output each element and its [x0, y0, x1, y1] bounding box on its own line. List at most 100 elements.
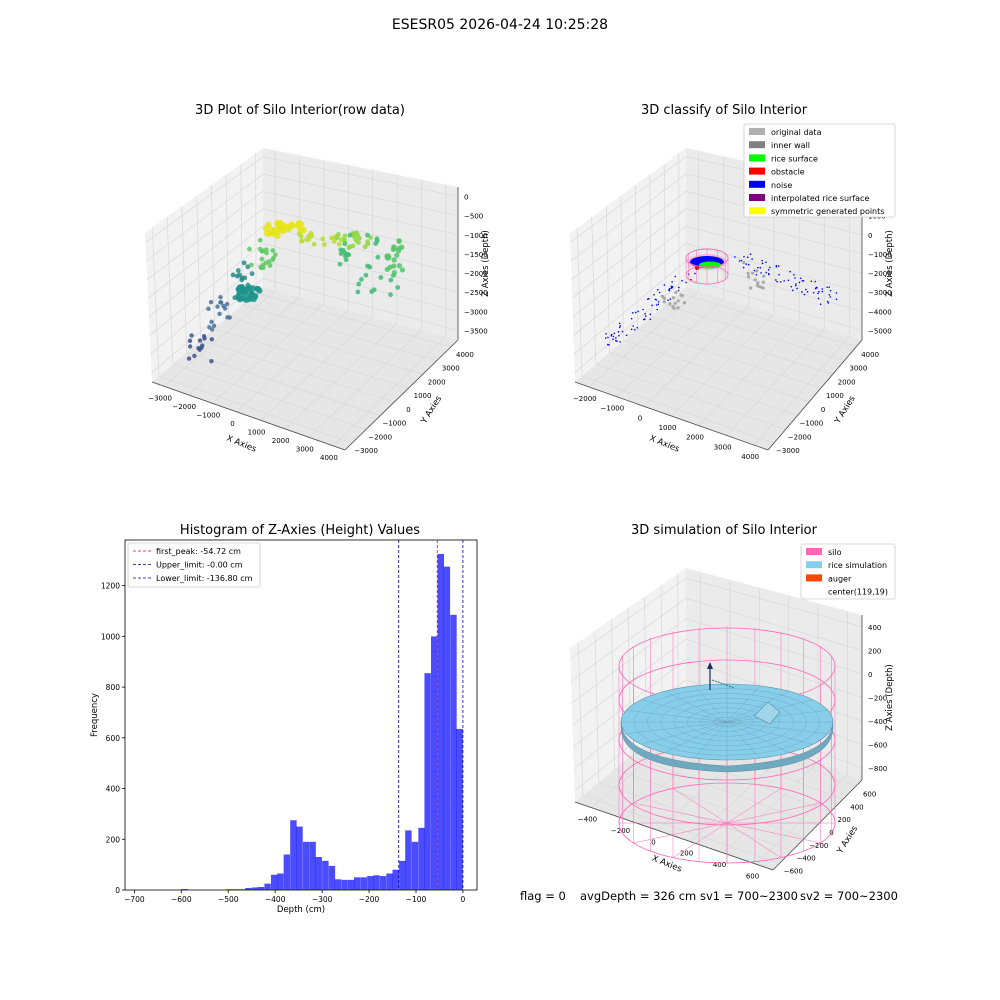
p2-noise-point	[668, 287, 671, 290]
p4-z-tick-label: 200	[868, 647, 881, 655]
p1-x-tick-label: 1000	[248, 428, 266, 436]
p2-noise-point	[618, 322, 621, 325]
p2-noise-point	[775, 264, 778, 267]
p1-grid-y	[255, 153, 452, 348]
p1-point-yellow-arc	[320, 236, 326, 242]
p2-legend-label: rice surface	[771, 154, 818, 163]
p1-point-low-mid	[206, 306, 211, 312]
p4-x-tick-label: 400	[713, 861, 726, 869]
p1-point-right-edge	[391, 257, 397, 263]
p1-point-green	[259, 248, 265, 254]
p1-point-yellow-arc	[306, 236, 312, 242]
p2-noise-point	[604, 337, 607, 339]
p2-legend-label: interpolated rice surface	[771, 194, 869, 203]
p1-grid-y	[181, 206, 381, 416]
p2-grid-x	[753, 184, 850, 446]
p2-noise-point	[821, 288, 824, 290]
p4-legend-swatch	[806, 548, 822, 555]
p2-noise-point	[657, 301, 660, 303]
p1-point-green	[270, 248, 276, 253]
p1-point-arc-right	[350, 243, 356, 249]
p3-histogram-bar	[424, 673, 431, 890]
p3-legend: first_peak: -54.72 cm Upper_limit: -0.00 …	[127, 542, 261, 588]
p4-grid-y	[611, 619, 805, 839]
p2-original-point	[680, 294, 684, 298]
p3-histogram-bar	[283, 854, 291, 890]
p3-histogram-bar	[443, 566, 451, 890]
p2-noise-point	[658, 291, 661, 294]
p3-histogram-bar	[347, 879, 355, 890]
p1-point-right-lower	[363, 272, 369, 278]
p2-noise-point	[801, 291, 803, 293]
p2-noise-point	[615, 339, 617, 342]
p3-histogram-bar	[257, 886, 265, 890]
p4-rice-mesh	[726, 721, 760, 759]
p1-x-tick-label: −3000	[148, 394, 172, 402]
p1-point-low-mid	[225, 315, 230, 320]
p1-point-low-mid	[224, 301, 230, 307]
p1-point-right-lower	[365, 263, 371, 269]
p1-grid-x	[308, 179, 422, 438]
p1-point-low-mid	[218, 300, 224, 305]
p2-noise-point	[801, 279, 803, 282]
p2-noise-point	[621, 330, 624, 333]
p1-point-right-lower	[369, 289, 375, 294]
p2-noise-point	[632, 325, 635, 327]
p2-noise-point	[779, 281, 782, 283]
p1-point-arc-right	[346, 245, 352, 251]
p2-noise-point	[636, 326, 639, 329]
p3-histogram-bar	[245, 887, 252, 890]
p2-noise-point	[630, 317, 633, 320]
p1-point-low	[209, 358, 214, 364]
p2-noise-point	[746, 256, 749, 259]
p2-original-point	[672, 306, 676, 311]
p2-original-point	[750, 271, 755, 275]
p1-point-right-edge	[394, 252, 400, 258]
p2-grid-z	[573, 243, 863, 336]
p4-rice-mesh	[726, 685, 760, 723]
p3-y-tick-label: 400	[106, 785, 121, 794]
p4-rice-mesh	[726, 721, 790, 753]
p2-noise-point	[635, 311, 637, 314]
p2-noise-point	[644, 318, 646, 320]
p1-point-arc-right	[356, 240, 361, 245]
p1-point-green	[272, 252, 278, 258]
p1-y-tick-label: 3000	[442, 365, 460, 373]
p1-z-tick-label: 0	[464, 194, 468, 202]
p1-y-tick-label: 4000	[456, 351, 474, 359]
p4-rice-mesh	[641, 699, 728, 723]
p2-legend-swatch	[749, 128, 765, 135]
p3-y-axis-label: Frequency	[90, 693, 100, 737]
p1-point-ramp	[249, 271, 255, 277]
p2-legend-label: symmetric generated points	[771, 207, 884, 216]
p4-rice-mesh	[626, 721, 728, 734]
p4-silo-floor-line	[726, 822, 782, 858]
p1-point-yellow-top	[273, 232, 281, 240]
p1-point-low-mid	[217, 311, 222, 317]
p4-z-tick-label: −200	[868, 695, 887, 703]
p2-noise-point	[775, 279, 777, 281]
p1-point-right-lower	[375, 254, 381, 260]
p2-noise-point	[663, 284, 666, 286]
p1-point-low	[186, 356, 192, 361]
p2-noise-point	[734, 256, 736, 258]
p1-point-green	[259, 256, 265, 262]
p1-grid-x	[260, 169, 374, 421]
p1-y-axis	[344, 339, 459, 451]
p2-noise-point	[608, 344, 610, 346]
p2-noise-point	[790, 285, 793, 288]
p3-y-tick-label: 1000	[101, 632, 120, 641]
p4-y-tick-label: −600	[784, 868, 803, 876]
p4-rice-surface-edge	[620, 721, 834, 773]
p2-rice-surface	[699, 261, 721, 269]
p3-histogram-bar	[334, 879, 342, 890]
p2-noise-point	[826, 300, 829, 303]
p1-point-low-mid	[222, 306, 228, 311]
p1-point-right-lower	[378, 275, 384, 280]
p3-histogram-bar	[315, 857, 322, 890]
p4-rice-mesh	[726, 710, 828, 723]
p4-legend-box	[800, 543, 896, 600]
p2-y-tick-label: 2000	[838, 378, 856, 386]
p3-y-tick-label: 200	[106, 835, 121, 844]
p2-legend-label: original data	[771, 128, 822, 137]
